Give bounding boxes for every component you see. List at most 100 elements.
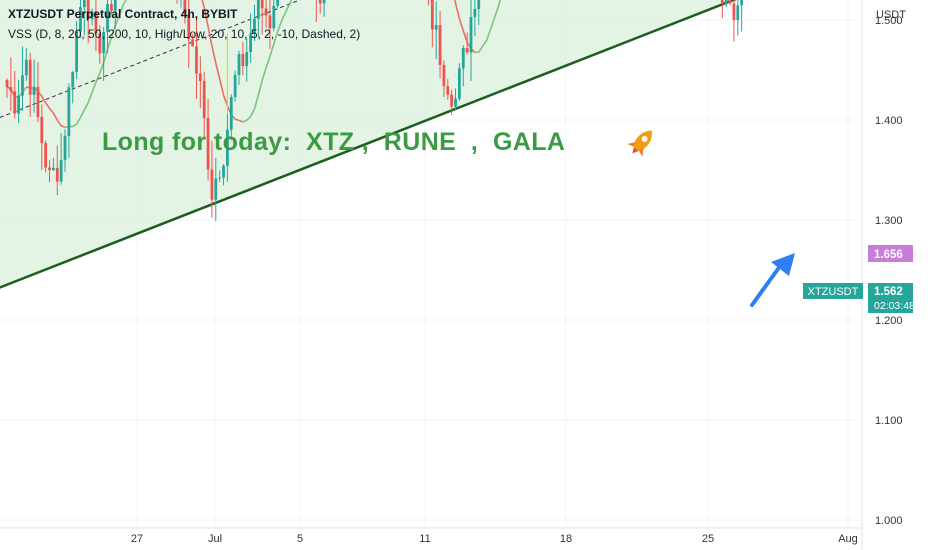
candle-body xyxy=(113,0,117,11)
candle-body xyxy=(90,11,94,20)
candle-down xyxy=(732,0,736,42)
candle-down xyxy=(315,0,317,22)
candle-down xyxy=(438,11,442,79)
candle-body xyxy=(79,7,82,32)
candle-down xyxy=(728,0,732,6)
time-tick-label: 11 xyxy=(419,533,430,545)
candle-body xyxy=(191,39,194,47)
candle-body xyxy=(183,0,187,15)
candle-down xyxy=(44,140,48,173)
candle-body xyxy=(195,46,198,74)
candle-body xyxy=(36,86,40,117)
candle-body xyxy=(732,3,736,20)
candle-down xyxy=(206,99,210,181)
candle-down xyxy=(195,16,198,99)
ma-segment xyxy=(99,62,105,74)
candle-body xyxy=(473,9,477,17)
ma-segment xyxy=(215,63,221,80)
ma-segment xyxy=(95,72,101,83)
candle-up xyxy=(82,0,86,36)
candle-body xyxy=(469,16,473,53)
level-badge xyxy=(868,245,913,262)
candle-body xyxy=(226,129,229,166)
price-badges: XTZUSDT 1.562 02:03:48 1.656 xyxy=(803,245,915,313)
price-tick-label: 1.300 xyxy=(875,215,903,227)
candle-up xyxy=(229,94,233,141)
ma-segment xyxy=(222,94,229,107)
candle-body xyxy=(260,0,264,9)
candle-body xyxy=(40,116,44,144)
ma-segment xyxy=(481,40,488,47)
candle-body xyxy=(32,86,36,95)
candle-body xyxy=(63,135,67,161)
time-tick-label: Jul xyxy=(208,533,222,545)
ma-segment xyxy=(203,7,209,27)
candle-body xyxy=(48,167,51,171)
candle-down xyxy=(40,104,44,170)
candle-body xyxy=(438,25,442,65)
candle-body xyxy=(98,33,102,54)
candle-up xyxy=(434,1,438,60)
candle-down xyxy=(442,60,446,97)
candle-up xyxy=(253,4,256,42)
candle-down xyxy=(430,0,434,48)
ma-segment xyxy=(478,45,484,53)
candle-body xyxy=(241,54,245,67)
candle-down xyxy=(48,160,51,183)
ma-segment xyxy=(454,3,461,19)
candle-up xyxy=(71,71,75,104)
candle-down xyxy=(110,0,113,15)
candle-body xyxy=(268,15,272,29)
price-axis: 2.2002.1002.0001.9001.8001.7001.6001.500… xyxy=(875,15,903,527)
time-tick-label: 18 xyxy=(560,533,572,545)
candle-body xyxy=(253,18,256,34)
candle-up xyxy=(218,170,222,183)
candle-body xyxy=(52,167,55,171)
candle-body xyxy=(454,98,457,107)
candle-up xyxy=(79,0,82,39)
price-tick-label: 1.100 xyxy=(875,415,903,427)
candle-up xyxy=(276,0,280,8)
candle-body xyxy=(67,87,71,136)
time-axis: 27 Jul 5 11 18 25 Aug xyxy=(131,533,858,545)
candle-body xyxy=(86,0,90,20)
candle-body xyxy=(206,117,210,170)
candle-body xyxy=(442,64,446,87)
candle-up xyxy=(63,129,67,172)
ma-segment xyxy=(280,12,287,22)
indicator-legend[interactable]: VSS (D, 8, 20, 50, 200, 10, High/Low, 20… xyxy=(8,27,361,41)
candle-body xyxy=(740,0,744,6)
up-arrow-icon xyxy=(750,253,795,307)
candle-up xyxy=(21,46,24,112)
candle-down xyxy=(98,25,102,64)
candles xyxy=(5,0,744,221)
ma-segment xyxy=(87,92,93,103)
candle-down xyxy=(318,0,322,14)
candle-body xyxy=(256,0,260,19)
ma-segment xyxy=(261,67,267,81)
candle-up xyxy=(724,0,728,8)
candle-down xyxy=(720,0,724,19)
ma-segment xyxy=(102,48,109,63)
candle-body xyxy=(237,54,241,75)
candle-body xyxy=(720,0,724,4)
price-tick-label: 1.500 xyxy=(875,15,903,27)
candle-down xyxy=(446,78,450,100)
candle-up xyxy=(113,0,117,30)
ma-segment xyxy=(249,108,256,118)
candle-up xyxy=(469,0,473,82)
ma-segment xyxy=(462,30,468,43)
trade-idea-headline: Long for today: XTZ , RUNE , GALA xyxy=(102,128,566,156)
candle-body xyxy=(233,74,237,98)
candle-up xyxy=(454,88,457,110)
candle-up xyxy=(24,48,28,81)
ma-segment xyxy=(52,112,58,121)
countdown-value: 02:03:48 xyxy=(874,300,915,312)
candle-up xyxy=(736,0,740,36)
candle-up xyxy=(214,157,218,221)
ma-segment xyxy=(91,81,97,93)
ma-segment xyxy=(45,102,51,109)
candle-up xyxy=(180,0,182,8)
ma-segment xyxy=(246,116,252,121)
